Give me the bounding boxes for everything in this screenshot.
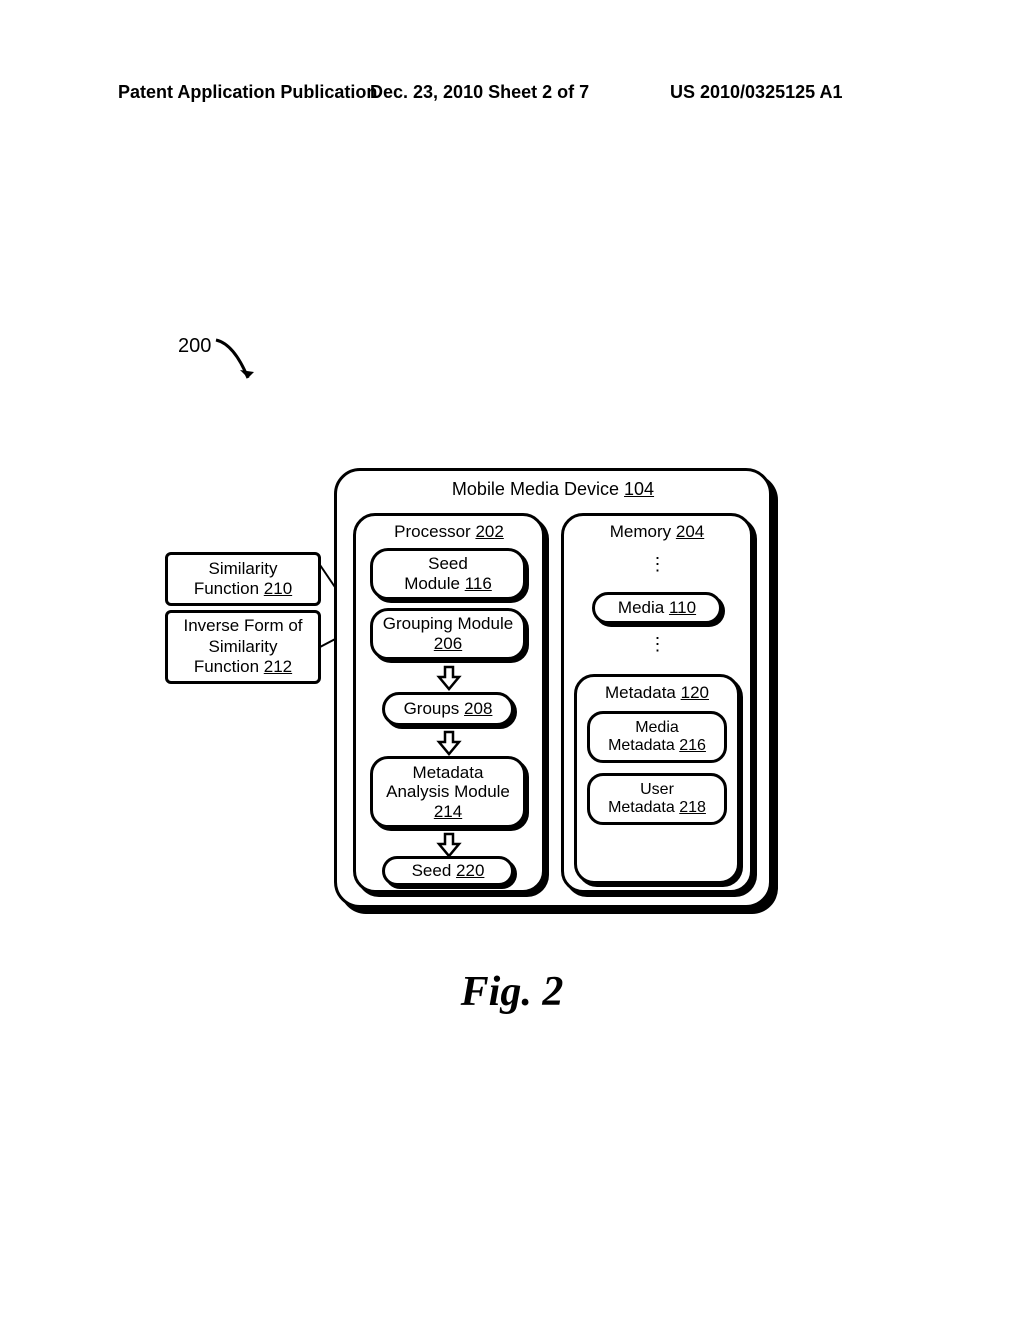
user-metadata-label: User Metadata 218 — [608, 781, 706, 818]
seed-label: Seed 220 — [412, 861, 485, 881]
similarity-function-label: Similarity Function 210 — [194, 559, 292, 600]
mobile-media-device-box: Mobile Media Device 104 Processor 202 Se… — [334, 468, 772, 908]
seed-box: Seed 220 — [382, 856, 514, 886]
seed-module-label: Seed Module 116 — [404, 554, 492, 593]
reference-arrow-icon — [214, 338, 264, 398]
user-metadata-box: User Metadata 218 — [587, 773, 727, 825]
header-center: Dec. 23, 2010 Sheet 2 of 7 — [370, 82, 589, 103]
ellipsis-icon: ⋮ — [564, 556, 750, 575]
header-left: Patent Application Publication — [118, 82, 377, 103]
similarity-function-box: Similarity Function 210 — [165, 552, 321, 606]
groups-label: Groups 208 — [404, 699, 493, 719]
metadata-analysis-module-label: Metadata Analysis Module 214 — [386, 763, 510, 822]
inverse-similarity-function-box: Inverse Form of Similarity Function 212 — [165, 610, 321, 684]
media-metadata-label: Media Metadata 216 — [608, 719, 706, 756]
mobile-media-device-title: Mobile Media Device 104 — [337, 479, 769, 500]
down-arrow-icon — [436, 730, 462, 756]
processor-title: Processor 202 — [356, 522, 542, 542]
figure-reference-number: 200 — [178, 335, 211, 358]
metadata-container-title: Metadata 120 — [577, 683, 737, 703]
memory-title: Memory 204 — [564, 522, 750, 542]
figure-caption: Fig. 2 — [0, 968, 1024, 1016]
down-arrow-icon — [436, 665, 462, 691]
media-box: Media 110 — [592, 592, 722, 624]
groups-box: Groups 208 — [382, 692, 514, 726]
inverse-similarity-function-label: Inverse Form of Similarity Function 212 — [183, 616, 302, 677]
media-metadata-box: Media Metadata 216 — [587, 711, 727, 763]
down-arrow-icon — [436, 832, 462, 858]
metadata-container-box: Metadata 120 Media Metadata 216 User Met… — [574, 674, 740, 884]
header-right: US 2010/0325125 A1 — [670, 82, 842, 103]
ellipsis-icon: ⋮ — [564, 636, 750, 655]
memory-box: Memory 204 ⋮ Media 110 ⋮ Metadata 120 — [561, 513, 753, 893]
metadata-analysis-module-box: Metadata Analysis Module 214 — [370, 756, 526, 828]
page: Patent Application Publication Dec. 23, … — [0, 0, 1024, 1320]
grouping-module-box: Grouping Module 206 — [370, 608, 526, 660]
media-label: Media 110 — [618, 598, 696, 618]
seed-module-box: Seed Module 116 — [370, 548, 526, 600]
grouping-module-label: Grouping Module 206 — [383, 614, 513, 653]
processor-box: Processor 202 Seed Module 116 Grouping M… — [353, 513, 545, 893]
